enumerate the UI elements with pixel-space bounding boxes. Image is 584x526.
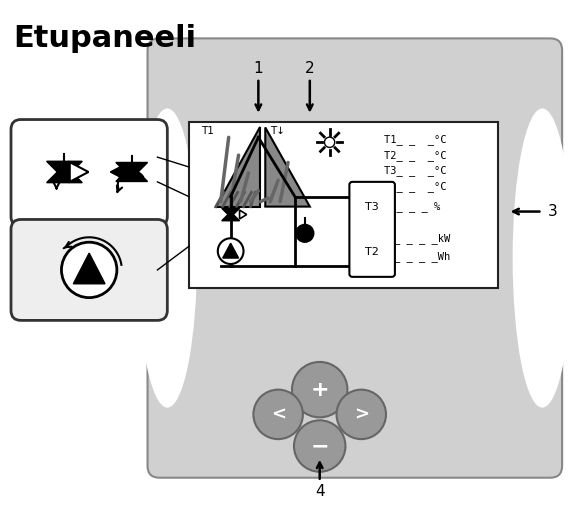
Polygon shape bbox=[69, 162, 88, 182]
Text: −: − bbox=[310, 436, 329, 456]
Text: T1: T1 bbox=[201, 126, 214, 136]
Text: >: > bbox=[354, 406, 369, 423]
Polygon shape bbox=[110, 163, 127, 180]
Circle shape bbox=[61, 242, 117, 298]
Circle shape bbox=[296, 225, 314, 242]
Text: 1: 1 bbox=[253, 60, 263, 76]
Text: 4: 4 bbox=[315, 484, 325, 499]
Text: T4_ _  _°C: T4_ _ _°C bbox=[384, 181, 447, 193]
Polygon shape bbox=[74, 253, 105, 284]
Text: 3: 3 bbox=[547, 204, 557, 219]
Polygon shape bbox=[239, 210, 246, 219]
Ellipse shape bbox=[138, 108, 197, 408]
Text: +: + bbox=[310, 380, 329, 400]
Text: _ _ _ _Wh: _ _ _ _Wh bbox=[394, 250, 450, 261]
Text: T2: T2 bbox=[365, 247, 379, 257]
FancyBboxPatch shape bbox=[189, 122, 498, 288]
Text: <: < bbox=[270, 406, 286, 423]
FancyBboxPatch shape bbox=[11, 219, 168, 320]
Text: T3_ _  _°C: T3_ _ _°C bbox=[384, 166, 447, 176]
Ellipse shape bbox=[513, 108, 572, 408]
Circle shape bbox=[253, 390, 303, 439]
FancyBboxPatch shape bbox=[349, 182, 395, 277]
Text: T↓: T↓ bbox=[270, 126, 285, 136]
Text: Etupaneeli: Etupaneeli bbox=[13, 24, 196, 53]
Circle shape bbox=[325, 137, 335, 147]
Circle shape bbox=[292, 362, 347, 417]
Text: T2_ _  _°C: T2_ _ _°C bbox=[384, 150, 447, 160]
FancyBboxPatch shape bbox=[11, 119, 168, 226]
Text: _ _ _ _kW: _ _ _ _kW bbox=[394, 233, 450, 244]
Polygon shape bbox=[116, 166, 148, 181]
Polygon shape bbox=[222, 212, 239, 221]
Circle shape bbox=[336, 390, 386, 439]
Circle shape bbox=[294, 420, 345, 472]
Text: T1_ _  _°C: T1_ _ _°C bbox=[384, 134, 447, 145]
Polygon shape bbox=[47, 161, 82, 179]
Polygon shape bbox=[265, 127, 310, 207]
Text: 2: 2 bbox=[305, 60, 315, 76]
Polygon shape bbox=[223, 243, 239, 258]
Polygon shape bbox=[216, 127, 260, 207]
Circle shape bbox=[218, 238, 244, 264]
Text: P1_ _ _ %: P1_ _ _ % bbox=[384, 201, 440, 212]
Polygon shape bbox=[222, 208, 239, 217]
Text: T3: T3 bbox=[365, 202, 379, 212]
Polygon shape bbox=[116, 163, 148, 178]
FancyBboxPatch shape bbox=[148, 38, 562, 478]
Polygon shape bbox=[47, 165, 82, 183]
